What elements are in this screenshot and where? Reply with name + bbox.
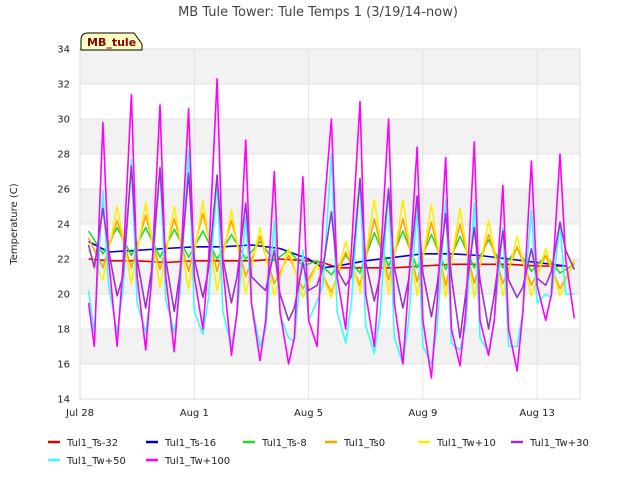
legend-label: Tul1_Ts-8	[261, 438, 307, 449]
y-tick-label: 14	[57, 395, 70, 406]
legend-label: Tul1_Ts-16	[164, 438, 216, 449]
legend-label: Tul1_Ts0	[343, 438, 385, 449]
legend-item: Tul1_Ts-16	[146, 438, 216, 449]
plot-band	[80, 329, 580, 364]
legend-item: Tul1_Ts0	[325, 438, 385, 449]
x-tick-label: Aug 13	[519, 408, 554, 419]
y-tick-label: 24	[57, 220, 70, 231]
legend-label: Tul1_Tw+10	[436, 438, 496, 449]
series-group	[87, 78, 576, 379]
legend-label: Tul1_Ts-32	[66, 438, 118, 449]
y-tick-label: 26	[57, 185, 70, 196]
chart-title: MB Tule Tower: Tule Temps 1 (3/19/14-now…	[178, 5, 458, 20]
legend-label: Tul1_Tw+30	[529, 438, 589, 449]
legend-item: Tul1_Tw+50	[48, 456, 126, 467]
y-tick-label: 18	[57, 325, 70, 336]
y-tick-label: 28	[57, 150, 70, 161]
legend-item: Tul1_Tw+30	[511, 438, 589, 449]
legend: Tul1_Ts-32 Tul1_Ts-16 Tul1_Ts-8 Tul1_Ts0 Tul…	[48, 438, 589, 467]
legend-item: Tul1_Ts-8	[243, 438, 307, 449]
legend-item: Tul1_Ts-32	[48, 438, 118, 449]
plot-frame	[79, 48, 581, 400]
y-tick-label: 22	[57, 255, 70, 266]
plot-band	[80, 294, 580, 329]
x-tick-label: Aug 1	[180, 408, 209, 419]
series-line-tul1-tw-100	[87, 78, 576, 379]
y-axis-label: Temperature (C)	[9, 183, 20, 265]
y-tick-label: 20	[57, 290, 70, 301]
x-tick-label: Aug 5	[294, 408, 323, 419]
y-tick-label: 16	[57, 360, 70, 371]
y-tick-label: 34	[57, 45, 70, 56]
plot-band	[80, 84, 580, 119]
x-tick-label: Jul 28	[65, 408, 94, 419]
x-axis-ticks: Jul 28 Aug 1 Aug 5 Aug 9 Aug 13	[65, 408, 555, 419]
legend-item: Tul1_Tw+100	[146, 456, 230, 467]
station-badge-label: MB_tule	[87, 36, 136, 49]
series-line-tul1-tw-10	[87, 198, 576, 299]
legend-label: Tul1_Tw+50	[66, 456, 126, 467]
y-tick-label: 32	[57, 80, 70, 91]
plot-band	[80, 49, 580, 84]
y-tick-label: 30	[57, 115, 70, 126]
legend-label: Tul1_Tw+100	[164, 456, 230, 467]
plot-band	[80, 364, 580, 399]
legend-item: Tul1_Tw+10	[418, 438, 496, 449]
y-axis-ticks: 14 16 18 20 22 24 26 28 30 32 34	[57, 45, 70, 406]
station-badge: MB_tule	[80, 32, 143, 51]
x-tick-label: Aug 9	[408, 408, 437, 419]
series-line-tul1-tw-30	[87, 165, 576, 339]
